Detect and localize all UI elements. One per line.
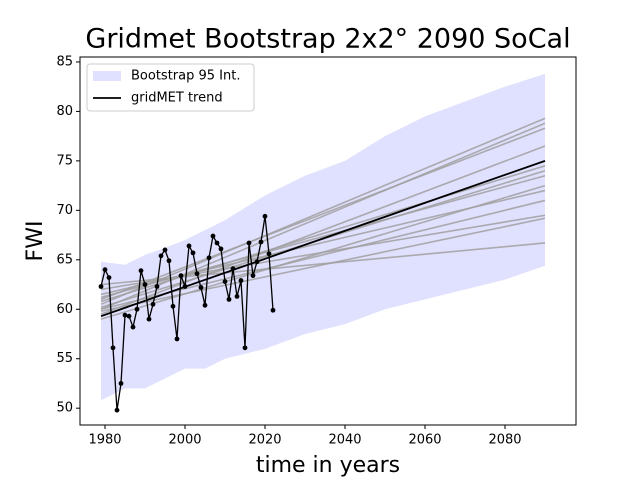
y-tick-label: 55 (56, 351, 73, 366)
y-tick-label: 85 (56, 54, 73, 69)
observed-point (258, 239, 264, 245)
observed-point (114, 407, 120, 413)
observed-point (126, 313, 132, 319)
observed-point (270, 307, 276, 313)
legend-label: gridMET trend (131, 91, 223, 106)
x-tick-label: 2080 (488, 433, 521, 448)
observed-point (218, 246, 224, 252)
y-tick-label: 80 (56, 104, 73, 119)
y-tick-label: 60 (56, 302, 73, 317)
observed-point (250, 273, 256, 279)
observed-point (130, 324, 136, 330)
legend-swatch (93, 71, 121, 81)
observed-point (214, 240, 220, 246)
legend-label: Bootstrap 95 Int. (131, 69, 240, 84)
observed-point (246, 240, 252, 246)
bootstrap-trend (100, 127, 546, 301)
observed-point (146, 316, 152, 322)
x-axis-label: time in years (256, 453, 400, 478)
bootstrap-trend (100, 242, 546, 286)
observed-point (210, 233, 216, 239)
observed-point (166, 258, 172, 264)
y-tick-label: 70 (56, 203, 73, 218)
observed-point (110, 345, 116, 351)
y-tick-label: 65 (56, 252, 73, 267)
observed-point (202, 302, 208, 308)
observed-point (222, 279, 228, 284)
observed-point (226, 296, 232, 302)
observed-point (98, 284, 104, 289)
y-tick-label: 75 (56, 153, 73, 168)
observed-point (134, 306, 140, 312)
y-axis-label: FWI (23, 221, 48, 262)
observed-point (162, 247, 168, 253)
observed-point (238, 278, 244, 283)
observed-point (150, 301, 156, 307)
observed-point (106, 275, 112, 281)
observed-point (122, 312, 128, 318)
observed-point (186, 243, 192, 249)
observed-point (266, 251, 272, 257)
legend-box (86, 63, 255, 112)
observed-point (174, 336, 180, 342)
bootstrap-trend (100, 165, 546, 303)
observed-point (198, 285, 204, 290)
bootstrap-trend (100, 217, 546, 313)
observed-point (170, 303, 176, 309)
bootstrap-trend (100, 117, 546, 306)
bootstrap-trend (100, 145, 546, 315)
plot-frame (79, 56, 577, 426)
observed-point (234, 293, 240, 299)
observed-point (118, 381, 124, 386)
observed-point (178, 273, 184, 279)
observed-point (206, 255, 212, 261)
observed-point (158, 253, 164, 259)
x-tick-label: 2000 (168, 433, 201, 448)
x-tick-label: 1980 (88, 433, 121, 448)
observed-point (194, 271, 200, 277)
x-tick-label: 2040 (328, 433, 361, 448)
observed-point (154, 284, 160, 289)
observed-point (138, 268, 144, 274)
observed-point (190, 250, 196, 256)
observed-point (102, 267, 108, 273)
chart-title: Gridmet Bootstrap 2x2° 2090 SoCal (85, 24, 570, 55)
x-tick-label: 2060 (408, 433, 441, 448)
trend-line (100, 160, 546, 318)
x-tick-label: 2020 (248, 433, 281, 448)
legend: Bootstrap 95 Int. gridMET trend (86, 63, 255, 112)
observed-point (262, 213, 268, 219)
y-tick-label: 50 (56, 401, 73, 416)
observed-point (242, 345, 248, 351)
observed-point (142, 282, 148, 287)
